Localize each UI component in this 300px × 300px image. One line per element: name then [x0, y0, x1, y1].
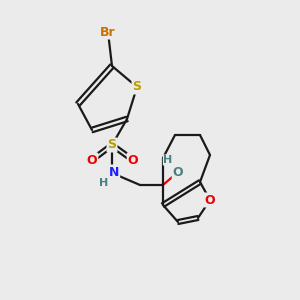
Text: H: H [164, 155, 172, 165]
Text: S: S [107, 139, 116, 152]
Text: S: S [133, 80, 142, 94]
Text: Br: Br [100, 26, 116, 38]
Text: N: N [109, 166, 119, 178]
Text: O: O [87, 154, 97, 166]
Text: O: O [173, 166, 183, 178]
Text: O: O [205, 194, 215, 206]
Text: H: H [99, 178, 109, 188]
Text: O: O [128, 154, 138, 166]
